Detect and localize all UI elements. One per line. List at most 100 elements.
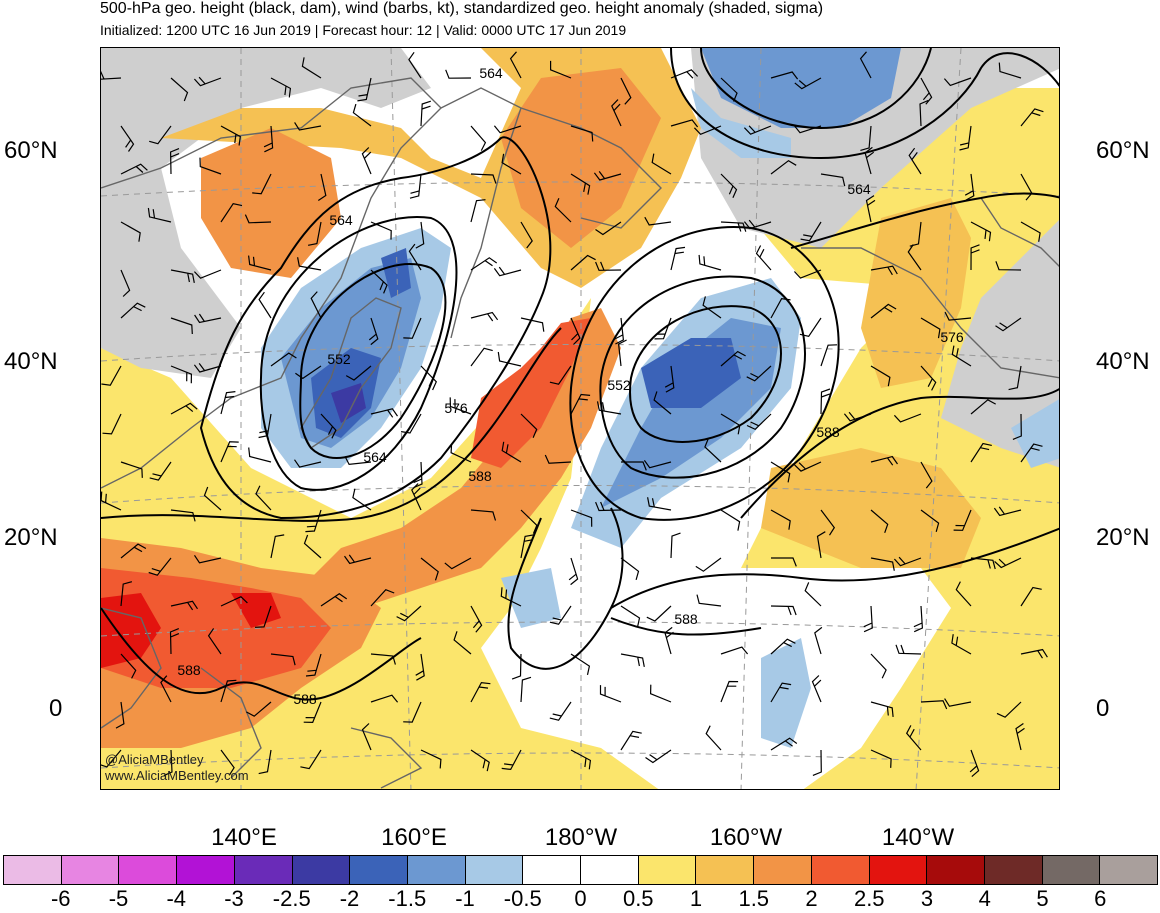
wind-barb [770, 298, 791, 319]
wind-barb [913, 605, 924, 633]
contour-label: 588 [293, 691, 317, 707]
colorbar-tick-label: -1.5 [388, 886, 427, 911]
wind-barb [720, 173, 738, 199]
lat-label-left-40n: 40°N [4, 348, 58, 375]
wind-barb [920, 700, 948, 710]
colorbar-tick-label: -4 [166, 886, 187, 911]
anomaly-region-grey-ne [941, 220, 1059, 468]
colorbar-tick-label: -6 [50, 886, 71, 911]
contour-label: 564 [847, 181, 871, 197]
wind-barb [470, 681, 491, 703]
wind-barb [695, 557, 722, 572]
anomaly-region-blue-central-low-core [641, 338, 741, 408]
colorbar-tick-label: 2 [805, 886, 818, 911]
wind-barb [149, 125, 172, 145]
wind-barb [944, 698, 972, 707]
contour-576-central [569, 226, 840, 521]
wind-barb [953, 509, 972, 531]
wind-barb [170, 77, 189, 102]
colorbar-swatch [61, 856, 120, 884]
wind-barb [120, 461, 143, 478]
wind-barb [720, 646, 749, 655]
lat-label-right-60n: 60°N [1096, 137, 1150, 164]
wind-barb [646, 605, 672, 622]
wind-barb [248, 447, 272, 463]
wind-barb [920, 77, 933, 105]
wind-barb [550, 60, 572, 79]
wind-barb [470, 347, 493, 367]
wind-barb [120, 653, 137, 679]
contour-label: 588 [177, 662, 201, 678]
wind-barb [770, 159, 797, 175]
wind-barb [820, 344, 838, 367]
wind-barb [893, 413, 922, 423]
wind-barb [361, 147, 372, 175]
wind-barb [595, 221, 622, 236]
wind-barb [698, 254, 722, 271]
colorbar-swatch [4, 856, 62, 884]
contour-label: 552 [327, 351, 351, 367]
wind-barb [148, 557, 172, 576]
wind-barb [449, 397, 472, 415]
wind-barb [905, 725, 922, 751]
wind-barb [320, 592, 348, 607]
wind-barb [820, 173, 846, 187]
wind-barb [370, 221, 392, 240]
wind-barb [743, 125, 772, 135]
colorbar-tick-label: 6 [1094, 886, 1107, 911]
wind-barb [870, 653, 887, 679]
colorbar-swatch [465, 856, 524, 884]
colorbar-tick-label: 1.5 [738, 886, 770, 911]
wind-barb [370, 588, 395, 607]
contour-588-south [507, 507, 1059, 670]
colorbar-swatch [811, 856, 870, 884]
wind-barb [258, 749, 272, 775]
contour-label: 588 [468, 468, 492, 484]
wind-barb [352, 103, 372, 127]
wind-barb [770, 682, 792, 703]
contour-label: 588 [674, 611, 698, 627]
wind-barb [303, 534, 322, 559]
wind-barb [970, 244, 980, 271]
wind-barb [101, 70, 122, 80]
contour-label: 576 [940, 329, 964, 345]
contour-576-northeast [790, 192, 1059, 249]
colorbar-tick-label: 2.5 [853, 886, 885, 911]
wind-barb [920, 461, 933, 489]
wind-barb [693, 125, 722, 136]
wind-barb [570, 125, 594, 142]
wind-barb [193, 269, 222, 279]
wind-barb [420, 557, 439, 581]
wind-barb [570, 749, 592, 770]
wind-barb [170, 365, 193, 384]
wind-barb [470, 125, 487, 151]
wind-barb [258, 413, 272, 439]
wind-barb [220, 749, 235, 776]
wind-barb [549, 365, 572, 385]
wind-barb [570, 254, 596, 271]
anomaly-region-orange-north-dark [201, 68, 661, 278]
wind-barb [444, 557, 472, 570]
wind-barb [705, 725, 722, 751]
colorbar-tick-label: -0.5 [503, 886, 542, 911]
wind-barb [294, 459, 322, 468]
wind-barb [951, 634, 972, 655]
wind-barb [220, 125, 241, 146]
wind-barb [396, 605, 422, 622]
wind-barb [969, 749, 980, 778]
wind-barb [1020, 586, 1042, 607]
wind-barb [793, 269, 822, 279]
wind-barb [593, 171, 622, 181]
colorbar-tick-label: 0 [574, 886, 587, 911]
colorbar-tick-label: -2.5 [272, 886, 311, 911]
colorbar-tick-label: -3 [224, 886, 244, 911]
wind-barb [320, 413, 337, 439]
wind-barb [1020, 221, 1041, 242]
contour-564-north [700, 48, 932, 130]
wind-barb [643, 460, 672, 469]
wind-barb [812, 749, 822, 776]
colorbar-tick-label: 0.5 [622, 886, 654, 911]
wind-barb [149, 461, 172, 481]
wind-barb [794, 461, 822, 472]
wind-barb [411, 483, 422, 511]
